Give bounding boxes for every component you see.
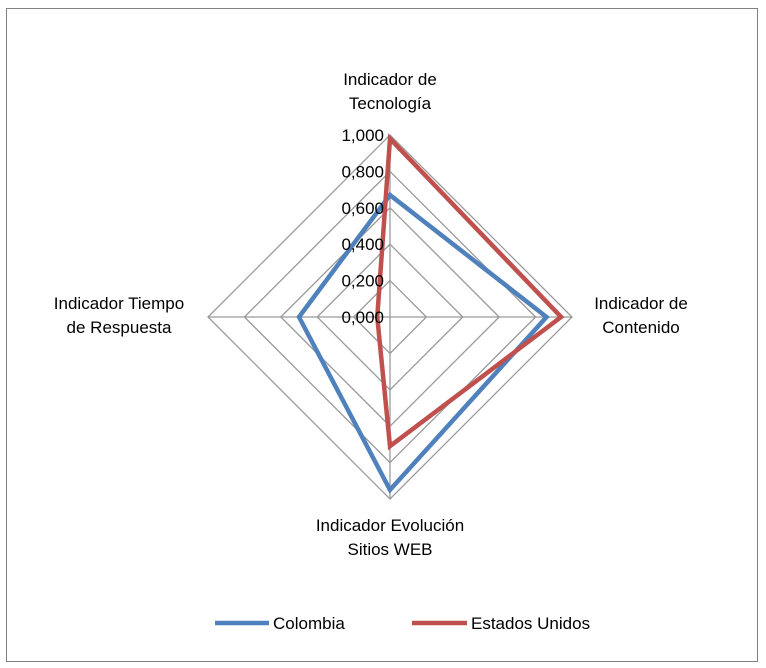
legend-label: Estados Unidos bbox=[471, 614, 590, 633]
legend: Colombia Estados Unidos bbox=[215, 614, 590, 633]
axis-label: Indicador de Contenido bbox=[594, 294, 688, 337]
chart-area: 0,000 0,200 0,400 0,600 0,800 1,000 Indicador… bbox=[6, 8, 758, 662]
axis-label: Indicador de Tecnología bbox=[343, 70, 437, 113]
radial-tick-labels: 0,000 0,200 0,400 0,600 0,800 1,000 bbox=[341, 126, 384, 327]
radar-chart: 0,000 0,200 0,400 0,600 0,800 1,000 Indicador… bbox=[54, 70, 688, 633]
axis-labels: Indicador de Tecnología Indicador de Conten… bbox=[54, 70, 688, 559]
tick-label: 0,200 bbox=[341, 272, 384, 291]
tick-label: 0,000 bbox=[341, 308, 384, 327]
legend-label: Colombia bbox=[273, 614, 345, 633]
axis-label: Indicador Evolución Sitios WEB bbox=[316, 516, 464, 559]
tick-label: 0,800 bbox=[341, 162, 384, 181]
legend-item: Colombia bbox=[215, 614, 345, 633]
axis-label: Indicador Tiempo de Respuesta bbox=[54, 294, 184, 337]
tick-label: 1,000 bbox=[341, 126, 384, 145]
legend-item: Estados Unidos bbox=[412, 614, 590, 633]
tick-label: 0,400 bbox=[341, 235, 384, 254]
tick-label: 0,600 bbox=[341, 199, 384, 218]
radar-series bbox=[296, 133, 565, 494]
